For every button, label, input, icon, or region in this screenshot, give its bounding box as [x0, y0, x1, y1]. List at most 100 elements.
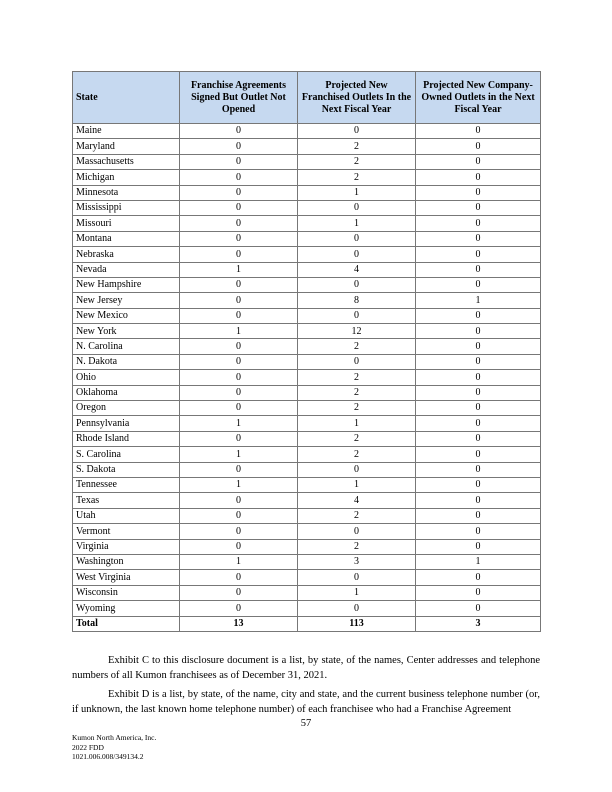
projected-franchised-cell: 1 — [297, 215, 416, 232]
agreements-signed-cell: 0 — [179, 538, 298, 555]
header-state: State — [72, 71, 180, 124]
agreements-signed-cell: 0 — [179, 246, 298, 263]
agreements-signed-cell: 0 — [179, 353, 298, 371]
state-cell: Total — [72, 615, 180, 632]
table-row: Oregon 0 2 0 — [72, 400, 541, 417]
table-row: Oklahoma 0 2 0 — [72, 384, 541, 402]
projected-company-owned-cell: 1 — [415, 553, 541, 571]
agreements-signed-cell: 1 — [179, 261, 298, 278]
projected-franchised-cell: 4 — [297, 492, 416, 509]
table-row: Maryland 0 2 0 — [72, 138, 541, 155]
projected-company-owned-cell: 0 — [415, 584, 541, 602]
state-cell: Massachusetts — [72, 153, 180, 171]
projected-franchised-cell: 0 — [297, 307, 416, 325]
projected-franchised-cell: 8 — [297, 292, 416, 309]
projected-company-owned-cell: 0 — [415, 353, 541, 371]
agreements-signed-cell: 0 — [179, 507, 298, 525]
agreements-signed-cell: 1 — [179, 553, 298, 571]
state-cell: Minnesota — [72, 184, 180, 201]
table-row: Ohio 0 2 0 — [72, 369, 541, 386]
projected-franchised-cell: 2 — [297, 384, 416, 402]
projected-franchised-cell: 4 — [297, 261, 416, 278]
state-cell: Oklahoma — [72, 384, 180, 402]
projected-company-owned-cell: 0 — [415, 122, 541, 140]
projected-franchised-cell: 0 — [297, 600, 416, 617]
table-row: Maine 0 0 0 — [72, 122, 541, 140]
state-cell: Wisconsin — [72, 584, 180, 602]
projected-franchised-cell: 2 — [297, 369, 416, 386]
state-cell: Missouri — [72, 215, 180, 232]
agreements-signed-cell: 0 — [179, 369, 298, 386]
projected-company-owned-cell: 0 — [415, 246, 541, 263]
agreements-signed-cell: 0 — [179, 199, 298, 217]
header-projected-company-owned: Projected New Company-Owned Outlets in t… — [415, 71, 541, 124]
projected-company-owned-cell: 0 — [415, 276, 541, 294]
agreements-signed-cell: 13 — [179, 615, 298, 632]
projected-franchised-cell: 0 — [297, 461, 416, 478]
header-row: State Franchise Agreements Signed But Ou… — [72, 71, 541, 124]
table-row: Montana 0 0 0 — [72, 230, 541, 248]
projected-company-owned-cell: 0 — [415, 569, 541, 586]
projected-franchised-cell: 12 — [297, 323, 416, 340]
projected-company-owned-cell: 0 — [415, 169, 541, 186]
agreements-signed-cell: 1 — [179, 476, 298, 494]
projected-company-owned-cell: 0 — [415, 476, 541, 494]
state-cell: Mississippi — [72, 199, 180, 217]
agreements-signed-cell: 0 — [179, 523, 298, 540]
projected-company-owned-cell: 0 — [415, 338, 541, 355]
agreements-signed-cell: 1 — [179, 323, 298, 340]
agreements-signed-cell: 0 — [179, 292, 298, 309]
projected-franchised-cell: 1 — [297, 184, 416, 201]
footer-reference: 1021.006.008/349134.2 — [72, 752, 144, 761]
agreements-signed-cell: 0 — [179, 400, 298, 417]
projected-company-owned-cell: 0 — [415, 153, 541, 171]
projected-franchised-cell: 0 — [297, 353, 416, 371]
state-cell: West Virginia — [72, 569, 180, 586]
header-projected-franchised: Projected New Franchised Outlets In the … — [297, 71, 416, 124]
projected-franchised-cell: 0 — [297, 276, 416, 294]
state-cell: New Hampshire — [72, 276, 180, 294]
table-body: Maine 0 0 0 Maryland 0 2 0 Massachusetts 0 2 0 Michi… — [72, 122, 541, 632]
footer-document: 2022 FDD — [72, 742, 104, 752]
table-row: New Jersey 0 8 1 — [72, 292, 541, 309]
state-cell: Pennsylvania — [72, 415, 180, 432]
agreements-signed-cell: 0 — [179, 184, 298, 201]
table-row: Texas 0 4 0 — [72, 492, 541, 509]
projected-franchised-cell: 1 — [297, 584, 416, 602]
table-row: Wyoming 0 0 0 — [72, 600, 541, 617]
agreements-signed-cell: 0 — [179, 169, 298, 186]
projected-company-owned-cell: 0 — [415, 215, 541, 232]
exhibit-d-paragraph: Exhibit D is a list, by state, of the na… — [72, 689, 540, 715]
agreements-signed-cell: 1 — [179, 446, 298, 463]
state-cell: Wyoming — [72, 600, 180, 617]
projected-company-owned-cell: 0 — [415, 323, 541, 340]
projected-franchised-cell: 0 — [297, 246, 416, 263]
state-cell: Nevada — [72, 261, 180, 278]
state-cell: Michigan — [72, 169, 180, 186]
state-cell: Utah — [72, 507, 180, 525]
agreements-signed-cell: 0 — [179, 307, 298, 325]
projected-franchised-cell: 2 — [297, 446, 416, 463]
projected-company-owned-cell: 0 — [415, 199, 541, 217]
table-row: Tennessee 1 1 0 — [72, 476, 541, 494]
table-row: Missouri 0 1 0 — [72, 215, 541, 232]
projected-franchised-cell: 2 — [297, 153, 416, 171]
projected-franchised-cell: 2 — [297, 400, 416, 417]
table-row: Minnesota 0 1 0 — [72, 184, 541, 201]
projected-franchised-cell: 113 — [297, 615, 416, 632]
agreements-signed-cell: 0 — [179, 600, 298, 617]
state-cell: S. Dakota — [72, 461, 180, 478]
state-cell: Tennessee — [72, 476, 180, 494]
table-row: Rhode Island 0 2 0 — [72, 430, 541, 448]
footer-company: Kumon North America, Inc. — [72, 733, 157, 742]
state-cell: N. Dakota — [72, 353, 180, 371]
projected-franchised-cell: 2 — [297, 169, 416, 186]
projected-company-owned-cell: 0 — [415, 400, 541, 417]
state-cell: Nebraska — [72, 246, 180, 263]
table-row: Vermont 0 0 0 — [72, 523, 541, 540]
table-row: New Hampshire 0 0 0 — [72, 276, 541, 294]
projected-franchised-cell: 1 — [297, 476, 416, 494]
projected-franchised-cell: 2 — [297, 538, 416, 555]
table-row: Michigan 0 2 0 — [72, 169, 541, 186]
state-cell: New Jersey — [72, 292, 180, 309]
